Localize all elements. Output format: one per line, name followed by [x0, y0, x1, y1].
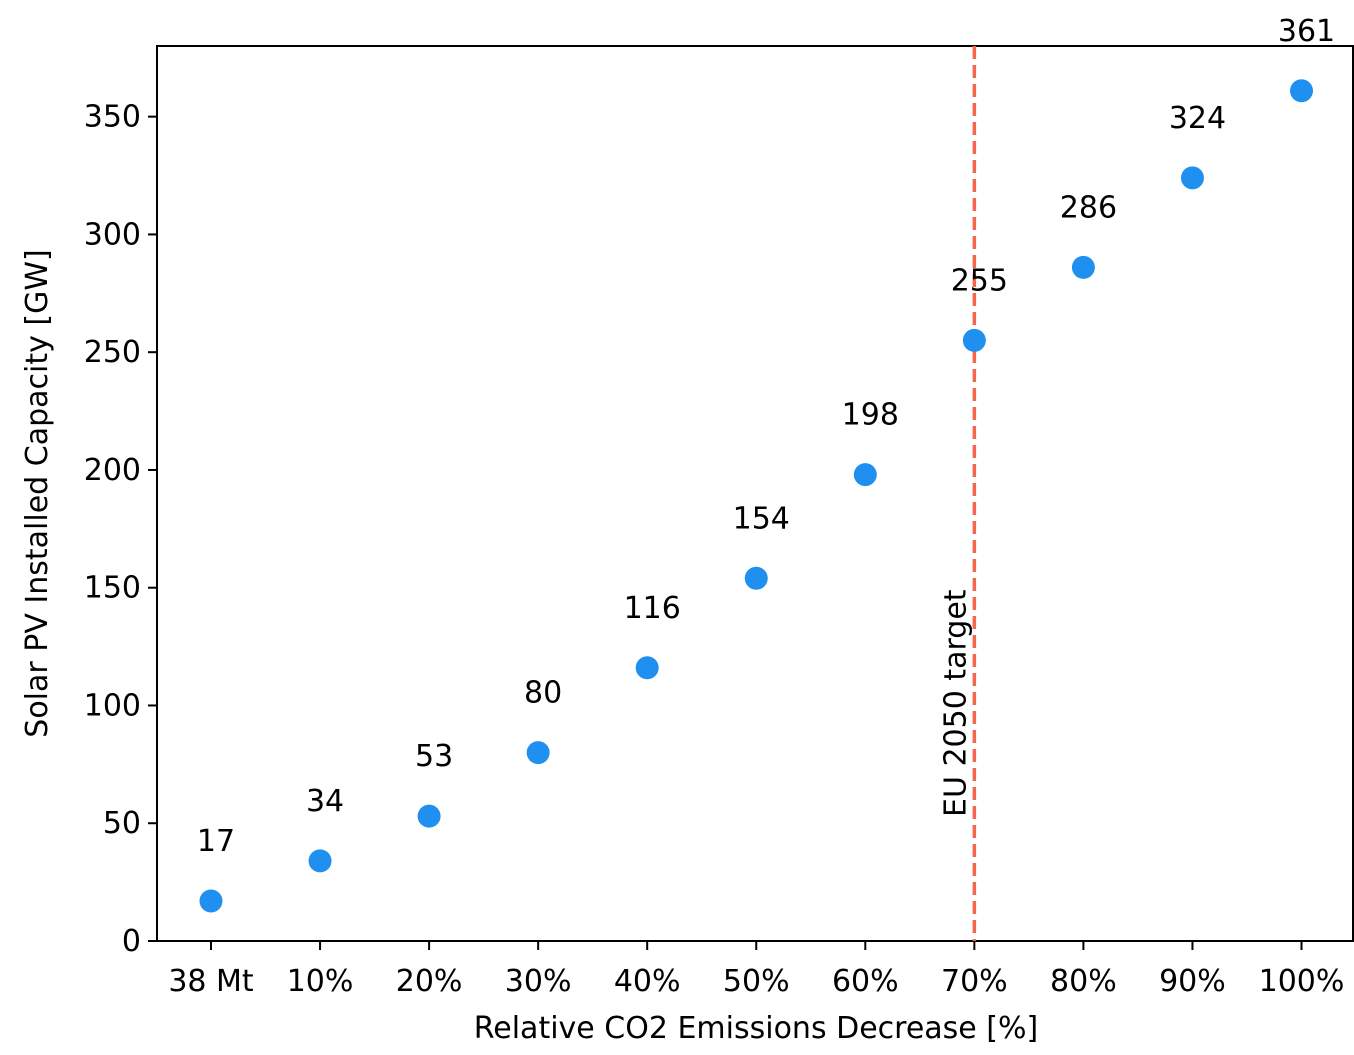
x-tick-label: 40% — [614, 964, 681, 999]
data-label: 154 — [733, 501, 790, 536]
data-label: 116 — [624, 591, 681, 626]
x-tick-label: 10% — [287, 964, 354, 999]
x-axis: 38 Mt 10% 20% 30% 40% 50% 60% 70% 80% 90% 100% — [168, 941, 1344, 999]
data-label: 17 — [197, 824, 235, 859]
y-tick-label: 100 — [84, 688, 141, 723]
x-tick-label: 90% — [1159, 964, 1226, 999]
x-axis-label: Relative CO2 Emissions Decrease [%] — [474, 1011, 1038, 1046]
data-label: 198 — [842, 398, 899, 433]
y-tick-label: 350 — [84, 100, 141, 135]
y-tick-label: 50 — [103, 806, 141, 841]
data-label: 53 — [415, 739, 453, 774]
y-tick-label: 200 — [84, 453, 141, 488]
plot-area-border — [156, 45, 1354, 942]
reference-line-label: EU 2050 target — [938, 589, 973, 817]
y-tick-label: 250 — [84, 335, 141, 370]
data-point — [1290, 79, 1313, 103]
data-point — [526, 741, 550, 765]
data-point — [308, 849, 332, 873]
x-tick-label: 100% — [1259, 964, 1345, 999]
data-label: 286 — [1060, 190, 1117, 225]
plot-frame — [156, 45, 1354, 942]
y-tick-label: 0 — [122, 924, 141, 959]
data-point — [962, 328, 986, 352]
y-tick-label: 300 — [84, 217, 141, 252]
data-point — [1071, 255, 1095, 279]
data-labels: 17 34 53 80 116 154 198 255 286 324 361 — [197, 14, 1335, 859]
reference-line-group: EU 2050 target — [938, 46, 977, 941]
data-point — [853, 463, 877, 487]
x-tick-label: 60% — [832, 964, 899, 999]
data-label: 34 — [306, 784, 344, 819]
data-point — [635, 656, 659, 680]
data-point — [417, 804, 441, 828]
y-tick-label: 150 — [84, 571, 141, 606]
x-tick-label: 38 Mt — [168, 964, 254, 999]
data-point — [1180, 166, 1204, 190]
data-point — [744, 566, 768, 590]
data-label: 255 — [951, 263, 1008, 298]
data-point — [199, 889, 223, 913]
data-points — [199, 79, 1313, 913]
y-axis: 0 50 100 150 200 250 300 350 — [84, 100, 157, 959]
x-tick-label: 50% — [723, 964, 790, 999]
data-label: 324 — [1169, 101, 1226, 136]
data-label: 361 — [1278, 14, 1335, 49]
x-tick-label: 70% — [941, 964, 1008, 999]
x-tick-label: 80% — [1050, 964, 1117, 999]
data-label: 80 — [524, 676, 562, 711]
y-axis-label: Solar PV Installed Capacity [GW] — [20, 249, 55, 737]
x-tick-label: 20% — [396, 964, 463, 999]
x-tick-label: 30% — [505, 964, 572, 999]
